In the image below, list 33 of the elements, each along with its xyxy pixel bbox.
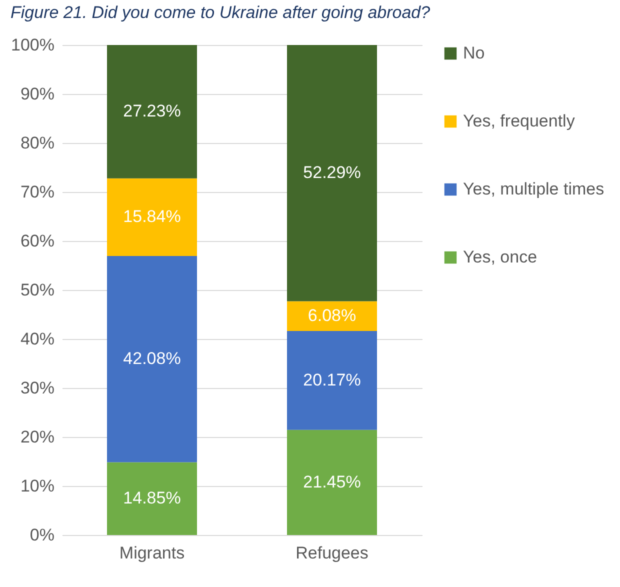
y-tick-label: 100%: [11, 36, 54, 54]
bar: [107, 256, 197, 462]
data-label: 14.85%: [123, 488, 181, 508]
y-tick-label: 60%: [20, 232, 54, 250]
y-tick-label: 0%: [30, 526, 54, 544]
y-tick-label: 30%: [20, 378, 54, 398]
data-label: 6.08%: [308, 306, 356, 326]
data-label: 27.23%: [123, 102, 181, 121]
data-label: 15.84%: [123, 207, 181, 226]
data-label: 42.08%: [123, 349, 181, 368]
data-label: 52.29%: [303, 163, 361, 182]
legend-label: Yes, frequently: [463, 112, 576, 130]
y-tick-label: 90%: [20, 84, 54, 104]
bar: [107, 178, 197, 256]
data-label: 21.45%: [303, 472, 361, 492]
chart-title: Figure 21. Did you come to Ukraine after going abroad?: [10, 3, 431, 22]
x-tick-label: Migrants: [119, 544, 185, 562]
legend-label: Yes, multiple times: [463, 180, 604, 198]
legend-label: No: [463, 44, 485, 62]
y-tick-label: 80%: [20, 134, 54, 152]
y-tick-label: 70%: [20, 182, 54, 202]
bar: [287, 45, 377, 302]
bar: [107, 45, 197, 178]
y-tick-label: 10%: [20, 476, 54, 496]
y-tick-label: 20%: [20, 428, 54, 446]
x-tick-label: Refugees: [296, 544, 368, 562]
bar: [287, 331, 377, 430]
y-tick-label: 40%: [20, 330, 54, 348]
bar: [107, 462, 197, 535]
legend-label: Yes, once: [463, 248, 538, 266]
bar: [287, 430, 377, 535]
data-label: 20.17%: [303, 370, 361, 390]
y-tick-label: 50%: [20, 280, 54, 300]
